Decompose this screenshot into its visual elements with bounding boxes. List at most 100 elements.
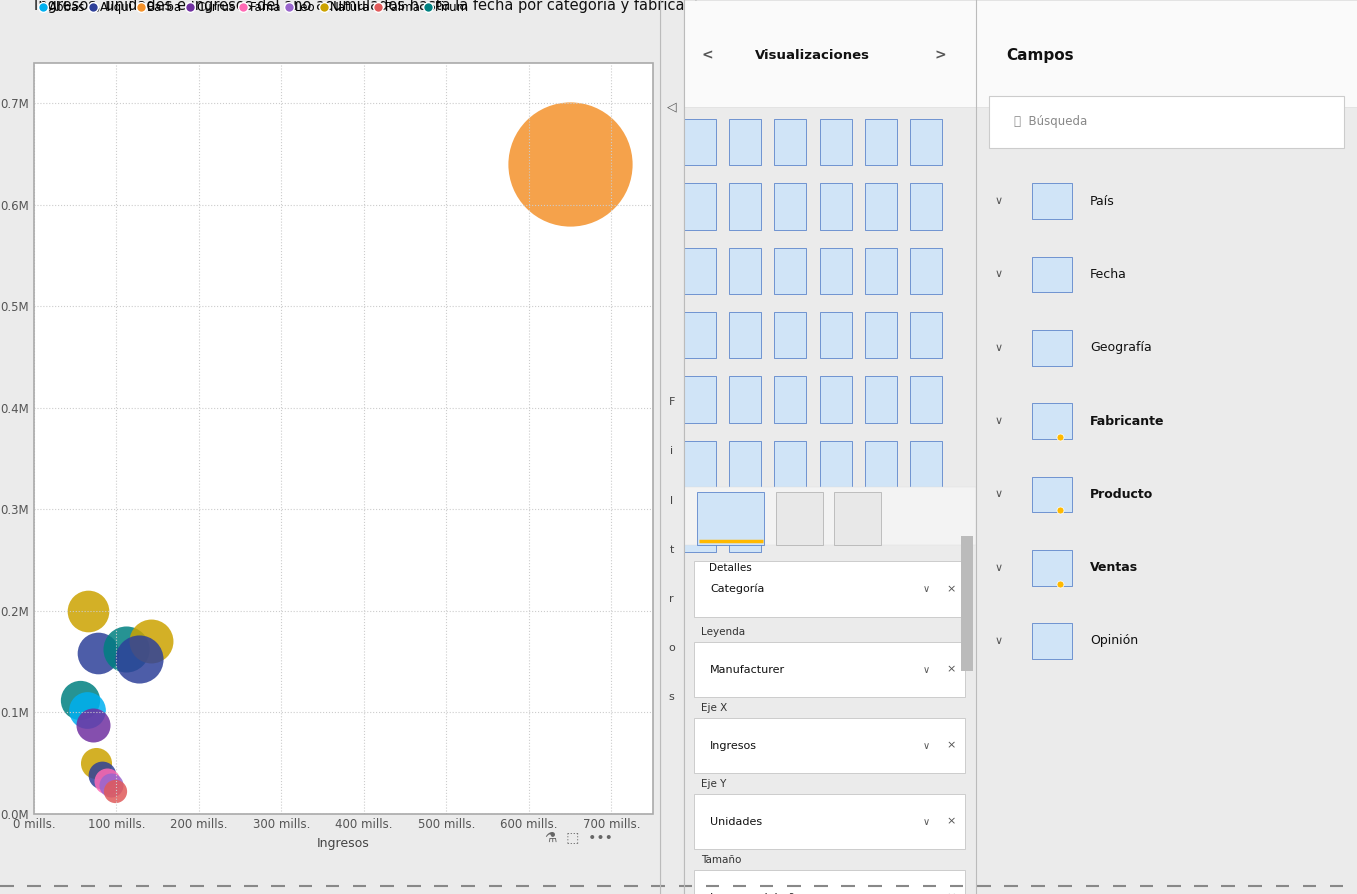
FancyBboxPatch shape <box>684 183 716 230</box>
FancyBboxPatch shape <box>989 96 1343 148</box>
FancyBboxPatch shape <box>695 642 965 697</box>
Point <box>559 157 581 172</box>
Point <box>96 774 118 789</box>
FancyBboxPatch shape <box>684 487 976 545</box>
FancyBboxPatch shape <box>864 119 897 165</box>
Text: ∨: ∨ <box>995 342 1003 353</box>
FancyBboxPatch shape <box>729 248 761 294</box>
Text: ∨: ∨ <box>995 196 1003 207</box>
FancyBboxPatch shape <box>911 248 942 294</box>
Text: Ingresos: Ingresos <box>710 740 757 751</box>
Text: ×: × <box>947 664 955 675</box>
FancyBboxPatch shape <box>775 119 806 165</box>
FancyBboxPatch shape <box>729 183 761 230</box>
Text: ×: × <box>947 584 955 595</box>
Text: Visualizaciones: Visualizaciones <box>754 49 870 62</box>
FancyBboxPatch shape <box>820 183 852 230</box>
Point <box>100 778 122 792</box>
FancyBboxPatch shape <box>1033 623 1072 659</box>
FancyBboxPatch shape <box>864 248 897 294</box>
Text: Geografía: Geografía <box>1090 342 1152 354</box>
FancyBboxPatch shape <box>684 0 976 107</box>
Text: Ventas: Ventas <box>1090 561 1139 574</box>
FancyBboxPatch shape <box>775 248 806 294</box>
Text: ∨: ∨ <box>923 816 931 827</box>
Text: Unidades: Unidades <box>710 816 763 827</box>
FancyBboxPatch shape <box>695 561 965 617</box>
Point <box>81 718 103 732</box>
FancyBboxPatch shape <box>976 0 1357 107</box>
Text: Producto: Producto <box>1090 488 1153 501</box>
FancyBboxPatch shape <box>911 376 942 423</box>
Text: ∨: ∨ <box>995 416 1003 426</box>
Text: 🔍  Búsqueda: 🔍 Búsqueda <box>1014 115 1087 128</box>
FancyBboxPatch shape <box>911 312 942 358</box>
Text: s: s <box>669 692 674 703</box>
FancyBboxPatch shape <box>695 870 965 894</box>
Text: ⚗  ⬚  •••: ⚗ ⬚ ••• <box>544 830 612 844</box>
FancyBboxPatch shape <box>695 794 965 849</box>
Text: Eje X: Eje X <box>702 704 727 713</box>
Legend: Abbas, Aliqui, Barba, Currus, Fama, Leo, Natura, Palma, Pirum: Abbas, Aliqui, Barba, Currus, Fama, Leo,… <box>39 0 470 14</box>
FancyBboxPatch shape <box>911 441 942 487</box>
Text: Categoría: Categoría <box>710 584 764 595</box>
Text: t: t <box>669 544 674 555</box>
Text: i: i <box>670 446 673 457</box>
Point <box>104 784 126 798</box>
FancyBboxPatch shape <box>864 183 897 230</box>
Text: ∨: ∨ <box>995 269 1003 280</box>
FancyBboxPatch shape <box>864 441 897 487</box>
Point <box>69 693 91 707</box>
Text: Fabricante: Fabricante <box>1090 415 1164 427</box>
Text: Campos: Campos <box>1006 48 1073 63</box>
Text: >: > <box>935 48 946 63</box>
Text: ◁: ◁ <box>666 101 677 114</box>
FancyBboxPatch shape <box>820 441 852 487</box>
FancyBboxPatch shape <box>911 183 942 230</box>
Text: ×: × <box>947 892 955 894</box>
FancyBboxPatch shape <box>820 248 852 294</box>
Text: r: r <box>669 594 674 604</box>
FancyBboxPatch shape <box>1033 550 1072 586</box>
FancyBboxPatch shape <box>775 441 806 487</box>
Text: Opinión: Opinión <box>1090 635 1139 647</box>
FancyBboxPatch shape <box>775 312 806 358</box>
FancyBboxPatch shape <box>864 376 897 423</box>
Text: ∨: ∨ <box>923 664 931 675</box>
FancyBboxPatch shape <box>775 376 806 423</box>
FancyBboxPatch shape <box>864 312 897 358</box>
Text: ∨: ∨ <box>995 636 1003 646</box>
FancyBboxPatch shape <box>729 505 761 552</box>
Text: Ingresos, unidades e ingresos del año acumulados hasta la fecha por categoría y : Ingresos, unidades e ingresos del año ac… <box>34 0 708 13</box>
FancyBboxPatch shape <box>775 183 806 230</box>
FancyBboxPatch shape <box>911 119 942 165</box>
FancyBboxPatch shape <box>684 505 716 552</box>
Point <box>77 603 99 618</box>
FancyBboxPatch shape <box>729 119 761 165</box>
Text: ×: × <box>947 740 955 751</box>
Text: ∨: ∨ <box>995 562 1003 573</box>
FancyBboxPatch shape <box>1033 257 1072 292</box>
Point <box>91 768 113 782</box>
Point <box>76 703 98 717</box>
FancyBboxPatch shape <box>820 312 852 358</box>
FancyBboxPatch shape <box>1033 477 1072 512</box>
FancyBboxPatch shape <box>684 376 716 423</box>
FancyBboxPatch shape <box>835 492 881 545</box>
FancyBboxPatch shape <box>729 441 761 487</box>
Text: Ingresos del año acu...: Ingresos del año acu... <box>710 892 836 894</box>
Text: <: < <box>702 48 712 63</box>
Text: Detalles: Detalles <box>710 563 752 573</box>
Point <box>87 646 109 661</box>
FancyBboxPatch shape <box>820 119 852 165</box>
Point <box>140 634 161 648</box>
Point <box>85 755 107 770</box>
FancyBboxPatch shape <box>776 492 822 545</box>
Text: o: o <box>669 643 674 654</box>
Text: Eje Y: Eje Y <box>702 780 727 789</box>
Text: l: l <box>670 495 673 506</box>
FancyBboxPatch shape <box>1033 403 1072 439</box>
FancyBboxPatch shape <box>961 536 973 670</box>
FancyBboxPatch shape <box>697 492 764 545</box>
Text: País: País <box>1090 195 1115 207</box>
